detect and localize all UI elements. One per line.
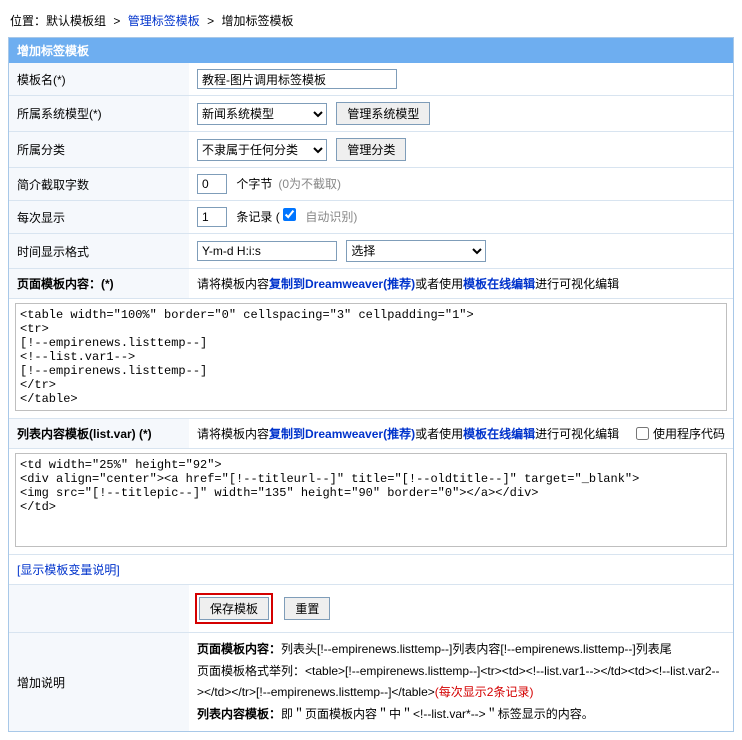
- online-editor-link-2[interactable]: 模板在线编辑: [463, 427, 535, 441]
- name-label: 模板名(*): [9, 63, 189, 96]
- online-editor-link[interactable]: 模板在线编辑: [463, 277, 535, 291]
- panel-title: 增加标签模板: [9, 38, 733, 63]
- add-description: 页面模板内容：列表头[!--empirenews.listtemp--]列表内容…: [189, 633, 733, 732]
- breadcrumb: 位置：默认模板组 > 管理标签模板 > 增加标签模板: [8, 8, 734, 37]
- desc1-bold: 页面模板内容：: [197, 642, 281, 656]
- perpage-unit: 条记录: [236, 210, 272, 224]
- category-label: 所属分类: [9, 132, 189, 168]
- timefmt-label: 时间显示格式: [9, 234, 189, 269]
- breadcrumb-sep: >: [113, 14, 120, 28]
- pagecontent-hint-mid: 或者使用: [415, 277, 463, 291]
- breadcrumb-prefix: 位置：: [10, 14, 46, 28]
- auto-detect-checkbox[interactable]: [283, 208, 296, 221]
- breadcrumb-sep: >: [207, 14, 214, 28]
- intro-label: 简介截取字数: [9, 168, 189, 201]
- manage-category-button[interactable]: 管理分类: [336, 138, 406, 161]
- save-button[interactable]: 保存模板: [199, 597, 269, 620]
- intro-input[interactable]: [197, 174, 227, 194]
- pagecontent-label: 页面模板内容：(*): [9, 269, 189, 299]
- desc1: 列表头[!--empirenews.listtemp--]列表内容[!--emp…: [281, 642, 672, 656]
- desc3-bold: 列表内容模板：: [197, 707, 281, 721]
- dreamweaver-link[interactable]: 复制到Dreamweaver(推荐): [269, 277, 415, 291]
- pagecontent-textarea[interactable]: <table width="100%" border="0" cellspaci…: [15, 303, 727, 411]
- listvar-hint-prefix: 请将模板内容: [197, 427, 269, 441]
- listvar-label: 列表内容模板(list.var) (*): [9, 419, 189, 449]
- listvar-hint-mid: 或者使用: [415, 427, 463, 441]
- manage-model-button[interactable]: 管理系统模型: [336, 102, 430, 125]
- desc2-red: (每次显示2条记录): [435, 685, 534, 699]
- name-input[interactable]: [197, 69, 397, 89]
- reset-button[interactable]: 重置: [284, 597, 330, 620]
- breadcrumb-group: 默认模板组: [46, 14, 106, 28]
- perpage-input[interactable]: [197, 207, 227, 227]
- perpage-auto: 自动识别): [305, 210, 357, 224]
- use-code-checkbox[interactable]: [636, 427, 649, 440]
- model-select[interactable]: 新闻系统模型: [197, 103, 327, 125]
- model-label: 所属系统模型(*): [9, 96, 189, 132]
- timefmt-select[interactable]: 选择: [346, 240, 486, 262]
- save-highlight: 保存模板: [195, 593, 273, 624]
- category-select[interactable]: 不隶属于任何分类: [197, 139, 327, 161]
- form-table: 模板名(*) 所属系统模型(*) 新闻系统模型 管理系统模型 所属分类 不隶属于…: [9, 63, 733, 731]
- intro-unit: 个字节: [236, 177, 272, 191]
- perpage-label: 每次显示: [9, 201, 189, 234]
- breadcrumb-current: 增加标签模板: [221, 14, 293, 28]
- pagecontent-hint-suffix: 进行可视化编辑: [535, 277, 619, 291]
- intro-hint: (0为不截取): [278, 177, 341, 191]
- desc3: 即＂页面模板内容＂中＂<!--list.var*-->＂标签显示的内容。: [281, 707, 594, 721]
- use-code-label: 使用程序代码: [653, 425, 725, 442]
- listvar-hint-suffix: 进行可视化编辑: [535, 427, 619, 441]
- form-panel: 增加标签模板 模板名(*) 所属系统模型(*) 新闻系统模型 管理系统模型 所属…: [8, 37, 734, 732]
- timefmt-input[interactable]: [197, 241, 337, 261]
- pagecontent-hint-prefix: 请将模板内容: [197, 277, 269, 291]
- breadcrumb-link[interactable]: 管理标签模板: [128, 14, 200, 28]
- show-var-link[interactable]: [显示模板变量说明]: [17, 563, 120, 577]
- perpage-paren: (: [276, 210, 280, 224]
- listvar-textarea[interactable]: <td width="25%" height="92"> <div align=…: [15, 453, 727, 547]
- dreamweaver-link-2[interactable]: 复制到Dreamweaver(推荐): [269, 427, 415, 441]
- adddesc-label: 增加说明: [9, 633, 189, 732]
